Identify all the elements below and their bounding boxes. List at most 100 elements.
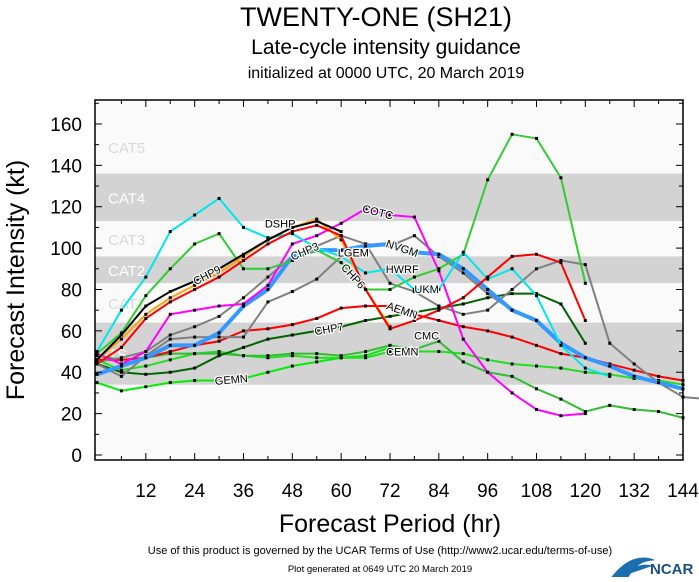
data-point <box>462 360 465 363</box>
data-point <box>511 375 514 378</box>
x-tick-label: 12 <box>135 481 156 502</box>
band-label: CAT3 <box>108 232 145 249</box>
data-point <box>486 358 489 361</box>
data-point <box>462 302 465 305</box>
x-tick-label: 144 <box>667 481 699 502</box>
data-point <box>633 369 636 372</box>
data-point <box>242 336 245 339</box>
data-point <box>266 300 269 303</box>
data-point <box>242 267 245 270</box>
data-point <box>242 259 245 262</box>
data-point <box>364 271 367 274</box>
data-point <box>340 307 343 310</box>
data-point <box>462 325 465 328</box>
data-point <box>120 309 123 312</box>
data-point <box>584 367 587 370</box>
data-point <box>291 290 294 293</box>
data-point <box>96 373 99 376</box>
data-point <box>242 296 245 299</box>
data-point <box>511 288 514 291</box>
data-point <box>169 344 172 347</box>
data-point <box>218 340 221 343</box>
data-point <box>486 296 489 299</box>
data-point <box>120 389 123 392</box>
data-point <box>486 371 489 374</box>
data-point <box>364 288 367 291</box>
data-point <box>169 381 172 384</box>
data-point <box>266 338 269 341</box>
data-point <box>511 133 514 136</box>
band-label: CAT5 <box>108 140 145 157</box>
data-point <box>242 329 245 332</box>
data-point <box>291 352 294 355</box>
data-point <box>511 391 514 394</box>
data-point <box>218 354 221 357</box>
data-point <box>559 398 562 401</box>
band-label: CAT4 <box>108 190 145 207</box>
y-tick-label: 160 <box>50 115 82 136</box>
data-point <box>437 305 440 308</box>
data-point <box>608 365 611 368</box>
data-point <box>218 331 221 334</box>
data-point <box>218 305 221 308</box>
data-point <box>315 317 318 320</box>
data-point <box>266 242 269 245</box>
y-tick-label: 100 <box>50 239 82 260</box>
data-point <box>511 255 514 258</box>
x-tick-label: 96 <box>477 481 498 502</box>
series-label: CEMN <box>386 347 418 359</box>
data-point <box>266 327 269 330</box>
generated-time: Plot generated at 0649 UTC 20 March 2019 <box>288 564 472 575</box>
data-point <box>559 414 562 417</box>
data-point <box>291 323 294 326</box>
data-point <box>169 230 172 233</box>
data-point <box>657 375 660 378</box>
data-point <box>193 213 196 216</box>
data-point <box>96 358 99 361</box>
data-point <box>633 362 636 365</box>
data-point <box>535 319 538 322</box>
data-point <box>437 350 440 353</box>
data-point <box>169 296 172 299</box>
data-point <box>340 222 343 225</box>
data-point <box>144 356 147 359</box>
data-point <box>559 367 562 370</box>
data-point <box>144 317 147 320</box>
data-point <box>218 315 221 318</box>
x-tick-label: 24 <box>184 481 206 502</box>
y-tick-label: 140 <box>50 156 82 177</box>
data-point <box>193 242 196 245</box>
data-point <box>242 302 245 305</box>
data-point <box>486 178 489 181</box>
data-point <box>413 234 416 237</box>
data-point <box>315 234 318 237</box>
x-tick-label: 108 <box>521 481 553 502</box>
data-point <box>315 224 318 227</box>
data-point <box>633 375 636 378</box>
data-point <box>340 234 343 237</box>
data-point <box>486 329 489 332</box>
data-point <box>266 371 269 374</box>
y-tick-label: 80 <box>61 280 82 301</box>
ncar-logo: NCAR <box>612 558 693 577</box>
data-point <box>169 267 172 270</box>
data-point <box>193 309 196 312</box>
data-point <box>193 325 196 328</box>
data-point <box>437 267 440 270</box>
data-point <box>511 267 514 270</box>
data-point <box>657 381 660 384</box>
data-point <box>413 216 416 219</box>
data-point <box>584 319 587 322</box>
data-point <box>120 333 123 336</box>
data-point <box>242 226 245 229</box>
data-point <box>535 365 538 368</box>
data-point <box>511 292 514 295</box>
data-point <box>535 137 538 140</box>
data-point <box>169 338 172 341</box>
data-point <box>511 336 514 339</box>
data-point <box>96 362 99 365</box>
data-point <box>584 342 587 345</box>
data-point <box>169 290 172 293</box>
data-point <box>437 319 440 322</box>
